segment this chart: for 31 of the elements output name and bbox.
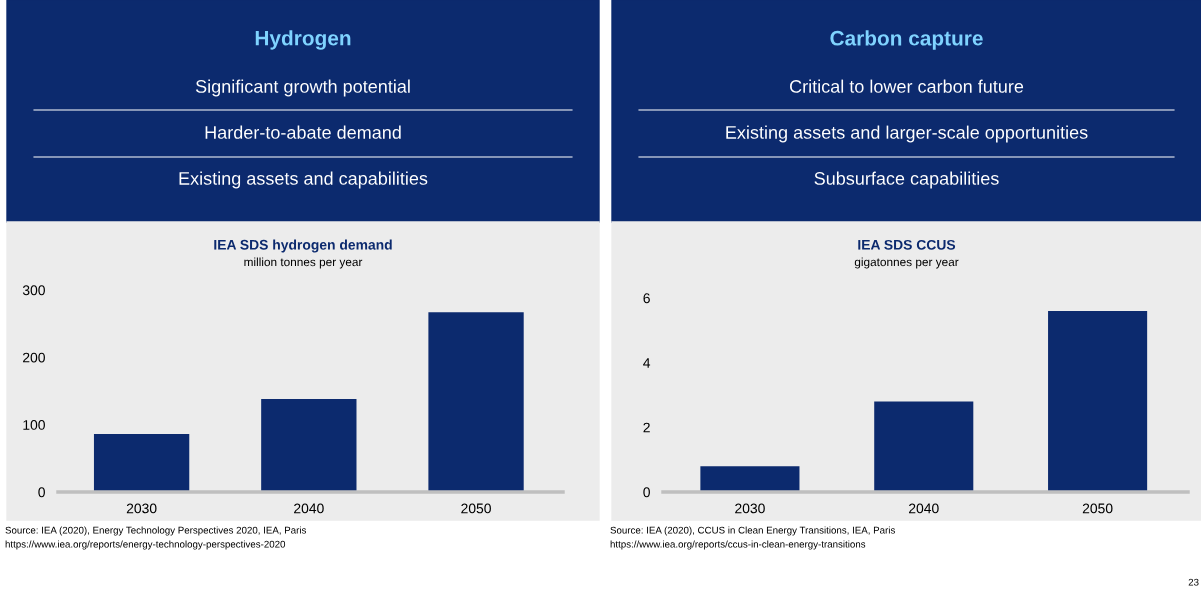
text: Significant growth potential [195, 79, 410, 97]
x-tick-label: 2050 [1082, 503, 1113, 514]
text: Harder-to-abate demand [205, 125, 401, 139]
text: https://www.iea.org/reports/energy-technology-perspectives-2020 [5, 540, 286, 550]
x-tick-label: 2040 [294, 503, 324, 514]
x-tick-label: 2050 [461, 503, 491, 514]
chart-title: IEA SDS hydrogen demand [214, 239, 392, 253]
x-tick-label: 2040 [909, 503, 939, 514]
text: 23 [1188, 578, 1199, 586]
y-tick-label: 0 [38, 487, 45, 498]
y-tick-label: 100 [23, 420, 45, 430]
chart-subtitle: gigatonnes per year [854, 257, 959, 269]
y-tick-label: 300 [22, 285, 45, 296]
x-tick-label: 2030 [735, 503, 765, 514]
text: https://www.iea.org/reports/ccus-in-clean-energy-transitions [610, 540, 866, 550]
y-tick-label: 6 [643, 293, 650, 304]
source-note: Source: IEA (2020), Energy Technology Perspectives 2020, IEA, Paris [5, 526, 307, 536]
text: Hydrogen [255, 30, 351, 50]
y-tick-label: 2 [643, 422, 650, 433]
text: Existing assets and larger-scale opportunities [726, 125, 1088, 143]
chart-subtitle: million tonnes per year [244, 257, 363, 269]
source-note: Source: IEA (2020), CCUS in Clean Energy Transitions, IEA, Paris [610, 526, 895, 536]
chart-title: IEA SDS CCUS [858, 239, 956, 250]
text: Critical to lower carbon future [790, 79, 1024, 93]
y-tick-label: 200 [23, 352, 45, 363]
y-tick-label: 4 [643, 358, 651, 368]
y-tick-label: 0 [643, 487, 650, 498]
text: Carbon capture [830, 30, 983, 50]
x-tick-label: 2030 [126, 503, 157, 514]
text: Subsurface capabilities [814, 171, 999, 189]
text: Existing assets and capabilities [179, 171, 428, 189]
